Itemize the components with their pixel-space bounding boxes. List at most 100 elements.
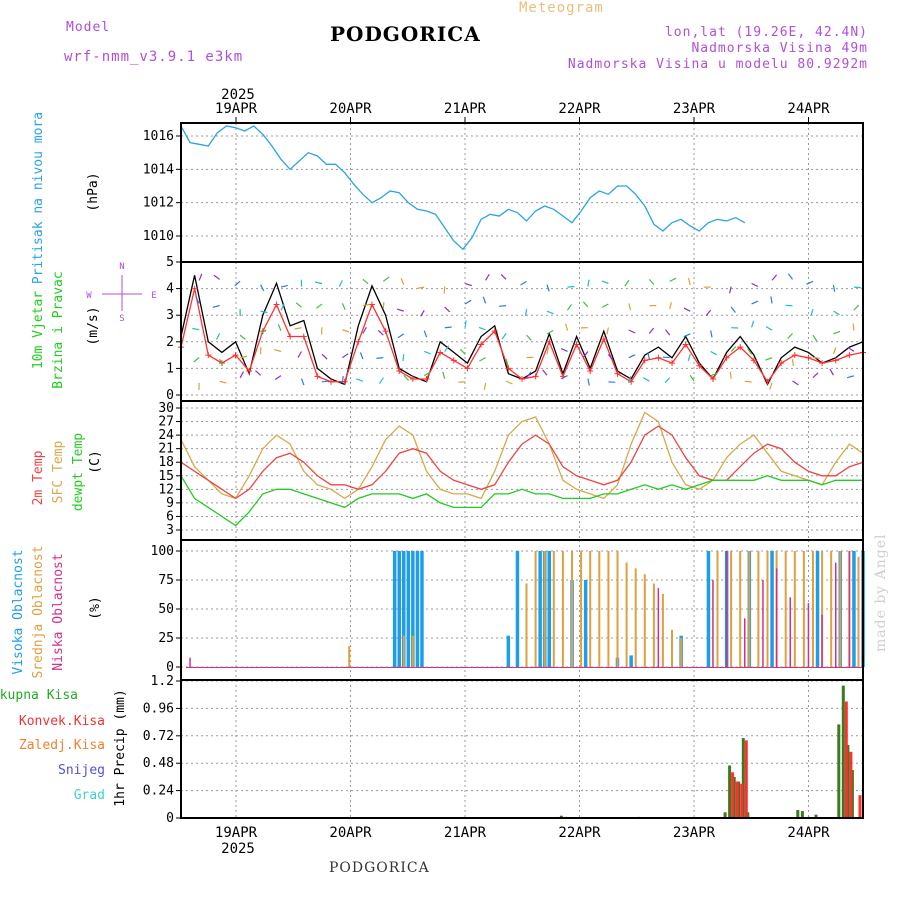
cloud-bar: [762, 580, 764, 667]
y-tick-label: 27: [158, 415, 174, 430]
gust-marker: [641, 357, 648, 364]
wind-arrow: [402, 354, 405, 362]
compass-n: N: [119, 262, 124, 272]
wind-arrow: [483, 382, 487, 391]
wind-arrow: [444, 345, 450, 352]
model-label: Model: [66, 20, 111, 35]
wind-arrow: [628, 376, 632, 384]
wind-arrow: [500, 273, 507, 280]
wind-title-line2: Brzina i Pravac: [51, 271, 66, 388]
wind-arrow: [444, 306, 451, 313]
cloud-bar: [730, 551, 733, 667]
wind-arrow: [566, 304, 572, 311]
wind-arrow: [501, 333, 507, 340]
wind-arrow: [792, 380, 799, 386]
cloud-high-title: Visoka Oblacnost: [11, 549, 26, 674]
wind-arrow: [812, 356, 820, 359]
cloud-bar: [770, 551, 774, 667]
bottom-axis-days: 19APR 20APR 21APR 22APR 23APR 24APR: [215, 825, 830, 841]
cloud-bar: [543, 551, 546, 667]
wind-arrow: [669, 277, 677, 282]
gust-marker: [723, 354, 730, 361]
gust-marker: [355, 338, 362, 345]
cloud-bar: [766, 551, 769, 667]
wind-arrow: [216, 333, 221, 340]
y-tick-label: 9: [166, 496, 174, 511]
wind-arrow: [787, 333, 793, 340]
top-axis-year: 2025: [221, 87, 255, 103]
wind-arrow: [546, 310, 554, 315]
cloud-bar: [392, 551, 397, 667]
wind-arrow: [744, 380, 752, 383]
wind-arrow: [683, 333, 691, 338]
gust-marker: [682, 341, 689, 348]
precip-bar: [744, 740, 748, 818]
bottom-day-label: 22APR: [558, 825, 601, 841]
y-tick-label: 0: [166, 388, 174, 403]
wind-arrow: [601, 280, 609, 285]
wind-arrow: [648, 327, 655, 334]
y-tick-label: 0.48: [143, 756, 174, 771]
gust-marker: [491, 328, 498, 335]
wind-arrow: [378, 377, 384, 384]
top-axis-days: 19APR 20APR 21APR 22APR 23APR 24APR: [215, 101, 830, 123]
wind-arrow: [832, 284, 836, 292]
gust-marker: [246, 368, 253, 375]
wind-arrow: [546, 284, 550, 292]
cloud-bar: [802, 551, 805, 667]
wind-arrow: [280, 303, 285, 311]
wind-arrow: [747, 348, 753, 355]
wind-arrow: [417, 286, 425, 289]
gust-marker: [300, 333, 307, 340]
wind-arrow: [770, 296, 773, 304]
cloud-bar: [625, 562, 628, 667]
cloud-bar: [784, 551, 787, 667]
wind-arrow: [601, 303, 609, 308]
wind-arrow: [239, 355, 248, 359]
wind-arrow: [705, 309, 712, 316]
y-tick-label: 0.96: [143, 701, 174, 716]
gust-marker: [805, 354, 812, 361]
wind-arrow: [274, 375, 282, 380]
gust-marker: [614, 370, 621, 377]
gust-marker: [328, 378, 335, 385]
cloud-bar: [821, 551, 824, 667]
cloud-bar: [775, 568, 778, 667]
wind-arrow: [567, 285, 575, 288]
y-tick-label: 100: [151, 544, 174, 559]
gust-marker: [546, 338, 553, 345]
cloud-bar: [616, 551, 619, 667]
wind-arrow: [280, 284, 288, 288]
gust-marker: [737, 344, 744, 351]
wind-arrow: [525, 309, 528, 317]
top-day-label: 22APR: [558, 101, 601, 117]
wind-arrow: [526, 334, 532, 341]
gust-marker: [368, 301, 375, 308]
gust-marker: [600, 336, 607, 343]
bottom-day-label: 24APR: [787, 825, 830, 841]
grid-lines: [181, 123, 863, 819]
cloud-bar: [589, 551, 592, 667]
cloud-bar: [598, 551, 601, 667]
cloud-bar: [534, 551, 537, 667]
wind-arrow: [359, 352, 364, 360]
wind-arrow: [771, 274, 778, 281]
wind-arrow: [710, 330, 713, 338]
precip-bar: [814, 814, 818, 818]
gust-marker: [205, 352, 212, 359]
cloud-bar: [515, 551, 520, 667]
gust-marker: [709, 376, 716, 383]
y-tick-label: 15: [158, 469, 174, 484]
top-day-label: 20APR: [329, 101, 372, 117]
precip-bar: [846, 744, 850, 818]
wind-arrow: [606, 327, 609, 335]
wind-arrow: [648, 278, 655, 285]
panel-frame: [180, 679, 864, 819]
temp-dewpt-title: dewpt Temp: [71, 433, 86, 511]
wind-arrow: [769, 382, 773, 390]
y-tick-label: 12: [158, 482, 174, 497]
wind-arrow: [443, 286, 446, 294]
sfc-temp-line: [180, 411, 864, 500]
wind-arrow: [505, 358, 509, 366]
